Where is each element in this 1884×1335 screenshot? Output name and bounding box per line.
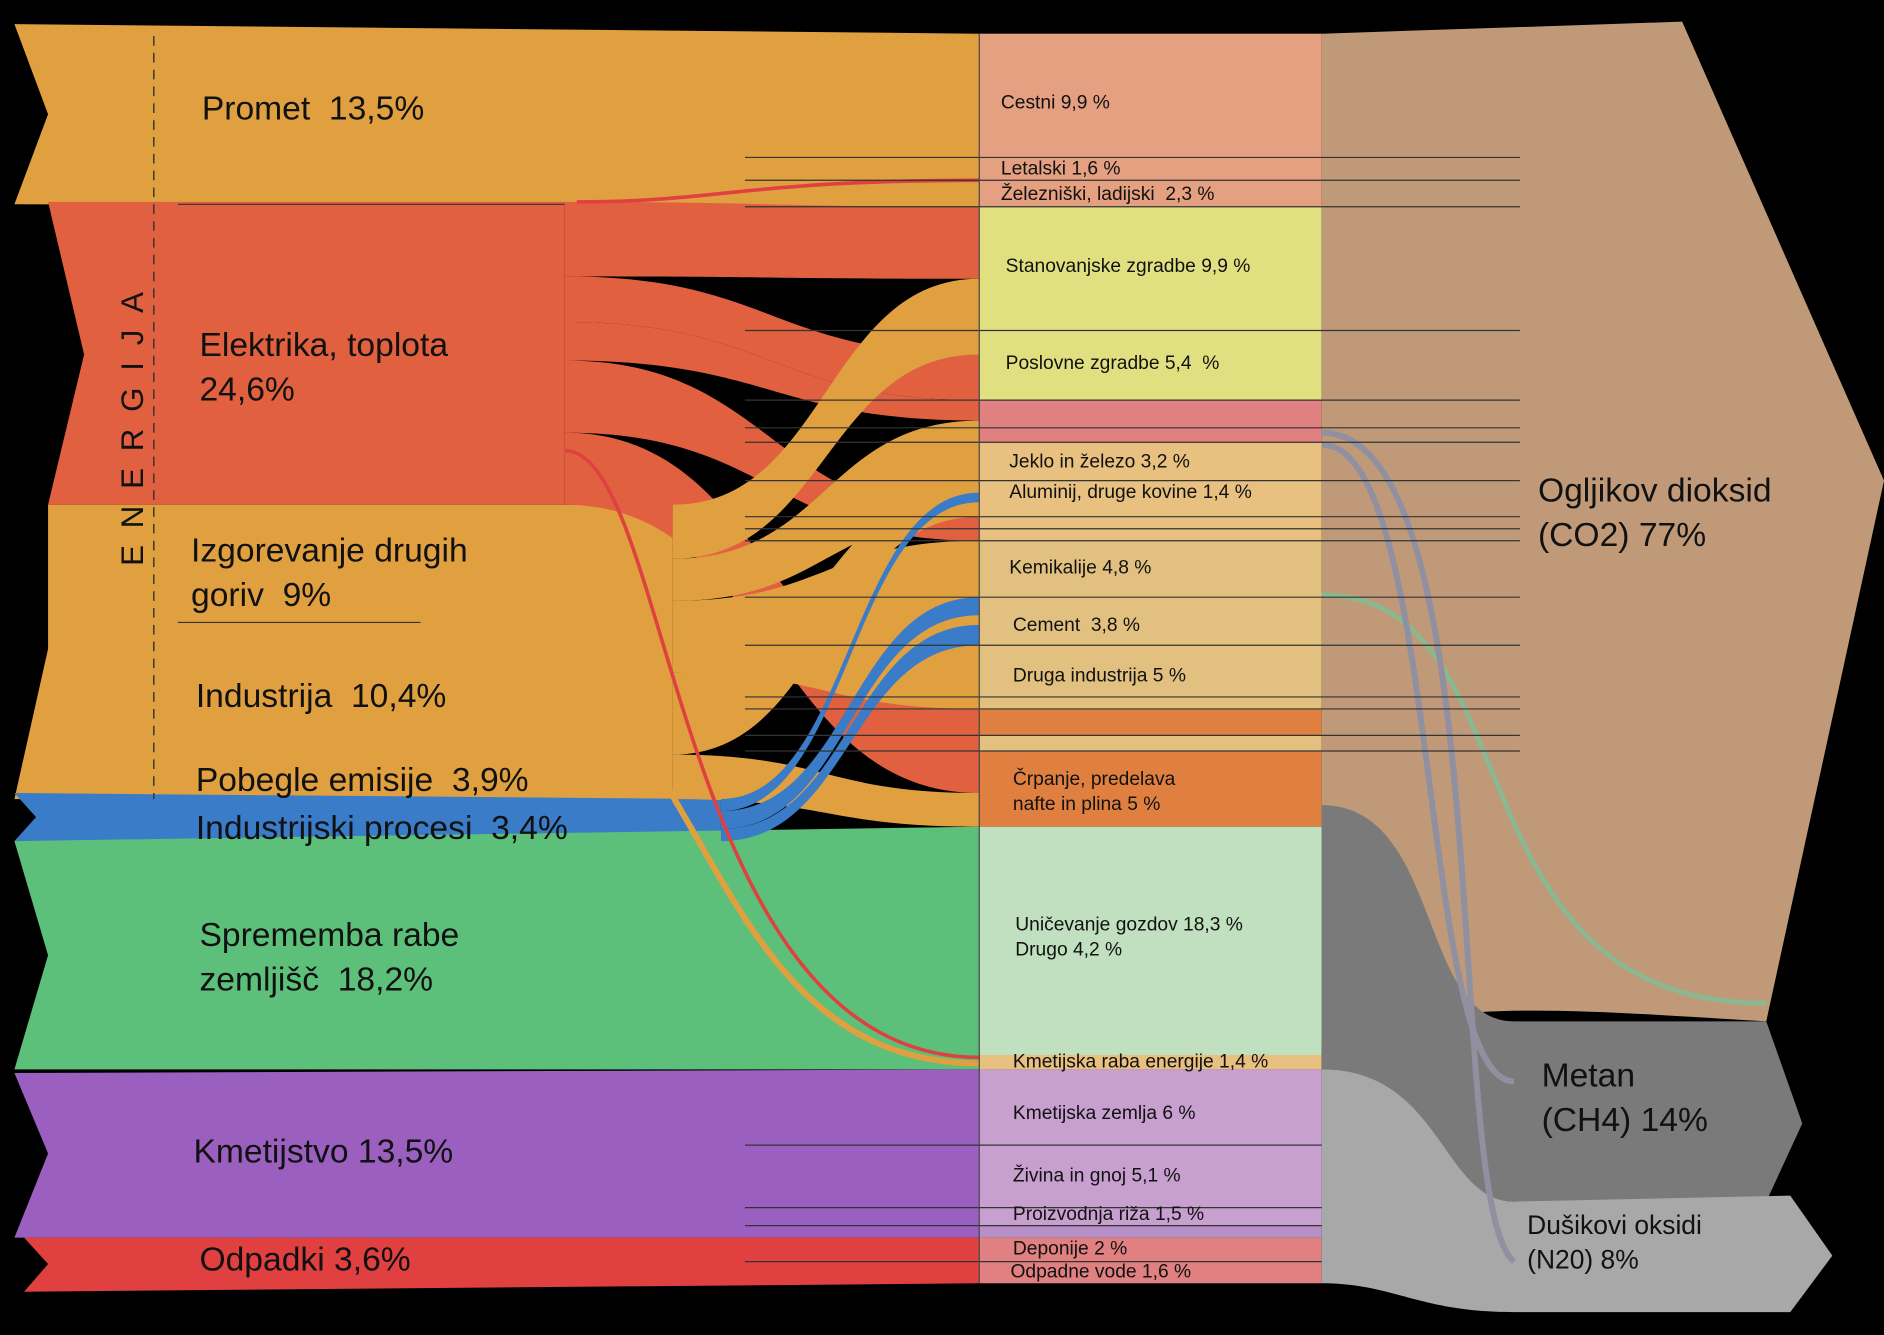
- source-label: zemljišč 18,2%: [199, 962, 433, 999]
- ch4-arrow: [1321, 805, 1803, 1202]
- subsector-label: Drugo 4,2 %: [1015, 940, 1122, 961]
- subsector-label: nafte in plina 5 %: [1013, 794, 1160, 815]
- subsector-block: [979, 708, 1322, 736]
- flow: [720, 624, 980, 842]
- subsector-label: Druga industrija 5 %: [1013, 666, 1186, 687]
- subsector-block: [979, 1237, 1322, 1284]
- gas-label: (CH4) 14%: [1542, 1102, 1708, 1139]
- subsector-label: Uničevanje gozdov 18,3 %: [1015, 914, 1243, 935]
- flow-line: [1321, 592, 1767, 1006]
- flow: [720, 597, 980, 830]
- source-label: Izgorevanje drugih: [191, 533, 468, 570]
- source-label: Sprememba rabe: [199, 917, 459, 954]
- flow-line: [1321, 429, 1517, 1264]
- source-band: [24, 1237, 980, 1292]
- flow-line: [564, 448, 980, 1060]
- middle-column: [979, 33, 1322, 1284]
- source-label: Promet 13,5%: [202, 90, 424, 127]
- subsector-label: Kmetijska zemlja 6 %: [1013, 1103, 1196, 1124]
- subsector-block: [979, 751, 1322, 827]
- source-band: [14, 793, 721, 842]
- source-label: Industrija 10,4%: [196, 678, 446, 715]
- source-band: [48, 201, 565, 505]
- source-label: Odpadki 3,6%: [199, 1242, 410, 1279]
- gas-outputs: [1321, 21, 1884, 1313]
- subsector-label: Cement 3,8 %: [1013, 615, 1140, 636]
- subsector-label: Živina in gnoj 5,1 %: [1013, 1165, 1181, 1186]
- flow: [672, 480, 980, 755]
- subsector-label: Cestni 9,9 %: [1001, 92, 1110, 113]
- subsector-label: Stanovanjske zgradbe 9,9 %: [1006, 256, 1251, 277]
- subsector-block: [979, 330, 1322, 401]
- source-label: Pobegle emisije 3,9%: [196, 762, 529, 799]
- source-band: [14, 1069, 980, 1238]
- gas-label: Dušikovi oksidi: [1527, 1210, 1702, 1240]
- subsector-block: [979, 400, 1322, 443]
- flow-line: [576, 178, 980, 204]
- subsector-block: [979, 540, 1322, 709]
- source-label: Industrijski procesi 3,4%: [196, 810, 568, 847]
- subsector-label: Železniški, ladijski 2,3 %: [1001, 184, 1215, 205]
- subsector-label: Aluminij, druge kovine 1,4 %: [1009, 482, 1252, 503]
- subsector-label: Deponije 2 %: [1013, 1239, 1127, 1260]
- flows: [14, 24, 980, 1292]
- subsector-block: [979, 1225, 1322, 1238]
- co2-arrow: [1321, 21, 1884, 1046]
- n2o-arrow: [1321, 1069, 1833, 1313]
- subsector-label: Odpadne vode 1,6 %: [1010, 1262, 1191, 1283]
- source-band: [14, 24, 980, 207]
- flow: [564, 360, 980, 541]
- source-label: Elektrika, toplota: [199, 327, 448, 364]
- subsector-label: Poslovne zgradbe 5,4 %: [1006, 353, 1220, 374]
- gas-label: Metan: [1542, 1058, 1635, 1095]
- flow: [672, 278, 980, 559]
- subsector-block: [979, 1054, 1322, 1070]
- flow: [672, 754, 980, 827]
- source-band: [14, 826, 980, 1070]
- subsector-block: [979, 826, 1322, 1055]
- flow-line: [420, 612, 980, 1067]
- subsector-block: [979, 206, 1322, 331]
- subsector-label: Jeklo in železo 3,2 %: [1009, 452, 1190, 473]
- subsector-label: Letalski 1,6 %: [1001, 159, 1121, 180]
- subsector-label: Črpanje, predelava: [1013, 768, 1176, 790]
- subsector-block: [979, 442, 1322, 541]
- separator-lines: [177, 33, 1520, 1284]
- gas-label: Ogljikov dioksid: [1538, 473, 1772, 510]
- flow: [720, 492, 980, 812]
- subsector-block: [979, 735, 1322, 752]
- subsector-block: [979, 1069, 1322, 1226]
- source-label: 24,6%: [199, 372, 294, 409]
- subsector-label: Kemikalije 4,8 %: [1009, 557, 1151, 578]
- gas-label: (N20) 8%: [1527, 1245, 1639, 1275]
- flow: [672, 420, 980, 601]
- subsector-block: [979, 33, 1322, 207]
- labels: Promet 13,5% Elektrika, toplota 24,6% Izgor…: [191, 90, 1772, 1282]
- energy-label: ENERGIJA: [115, 275, 150, 566]
- source-label: goriv 9%: [191, 577, 331, 614]
- source-label: Kmetijstvo 13,5%: [193, 1133, 453, 1170]
- gas-label: (CO2) 77%: [1538, 517, 1706, 554]
- flow: [564, 201, 980, 279]
- source-band: [14, 504, 673, 800]
- subsector-label: Kmetijska raba energije 1,4 %: [1013, 1051, 1268, 1072]
- subsector-label: Proizvodnja riža 1,5 %: [1013, 1204, 1204, 1225]
